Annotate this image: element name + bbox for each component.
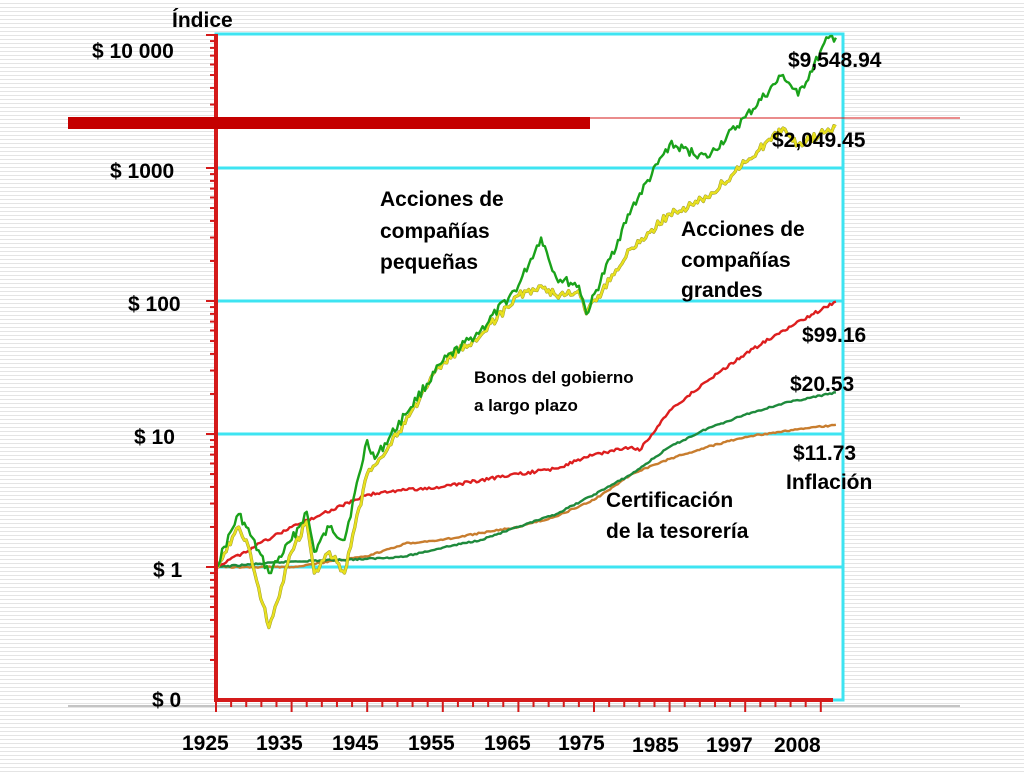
highlight-bar <box>68 117 590 129</box>
x-tick-label: 1965 <box>484 732 531 755</box>
inflation-end-value: $11.73 <box>793 442 856 465</box>
x-tick-label: 1925 <box>182 732 229 755</box>
large-stocks-label-line: grandes <box>681 279 763 302</box>
x-tick-label: 1975 <box>558 732 605 755</box>
small-stocks-label-line: compañías <box>380 220 490 243</box>
y-tick-label: $ 10 <box>134 426 175 449</box>
plot-area <box>216 34 843 700</box>
small-stocks-label-line: Acciones de <box>380 188 504 211</box>
large-stocks-end-value: $2,049.45 <box>772 129 866 152</box>
x-tick-label: 1945 <box>332 732 379 755</box>
small-stocks-line <box>215 34 837 575</box>
tbills-end-value: $20.53 <box>790 373 854 396</box>
x-tick-label: 2008 <box>774 734 821 757</box>
x-tick-label: 1985 <box>632 734 679 757</box>
bonds-label-line: a largo plazo <box>474 396 578 415</box>
tbills-label-line: de la tesorería <box>606 520 749 543</box>
inflation-label: Inflación <box>786 471 872 494</box>
bonds-line <box>215 300 837 569</box>
x-tick-label: 1935 <box>256 732 303 755</box>
bonds-end-value: $99.16 <box>802 324 866 347</box>
y-tick-label: $ 0 <box>152 689 181 712</box>
y-tick-label: $ 100 <box>128 293 181 316</box>
large-stocks-label-line: Acciones de <box>681 218 805 241</box>
tbills-line <box>215 391 837 569</box>
y-tick-label: $ 1 <box>153 559 183 582</box>
tbills-label-line: Certificación <box>606 489 733 512</box>
small-stocks-end-value: $9,548.94 <box>788 49 882 72</box>
axis-layer <box>68 34 833 712</box>
x-tick-label: 1997 <box>706 734 753 757</box>
x-tick-label: 1955 <box>408 732 455 755</box>
background-layer <box>216 34 843 700</box>
small-stocks-label-line: pequeñas <box>380 251 478 274</box>
bonds-label-line: Bonos del gobierno <box>474 368 634 387</box>
y-axis-title: Índice <box>172 9 233 32</box>
large-stocks-label-line: compañías <box>681 249 791 272</box>
y-tick-label: $ 10 000 <box>92 40 174 63</box>
y-tick-label: $ 1000 <box>110 160 174 183</box>
large-stocks-line <box>215 124 837 629</box>
series-layer <box>215 34 837 630</box>
text-layer: Índice $ 10 000 $ 1000 $ 100 $ 10 $ 1 $ … <box>92 9 882 757</box>
